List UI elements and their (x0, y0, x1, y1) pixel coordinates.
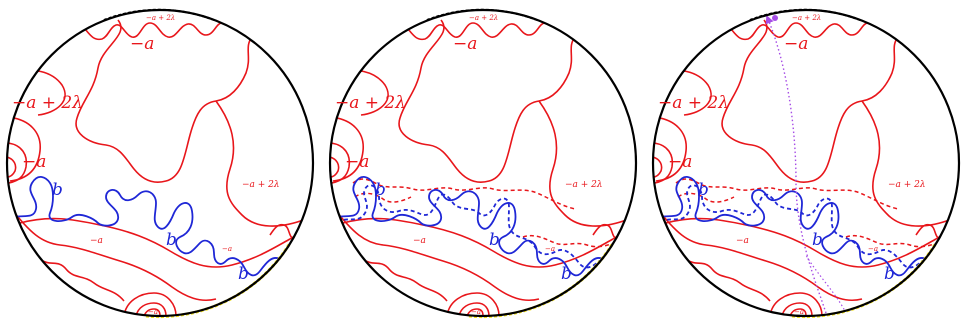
panel-3-purple-path-secondary (805, 254, 847, 314)
panel-3-label-neg-a-right-small: −a (868, 245, 878, 253)
panel-3-purple-path (765, 15, 827, 314)
panel-2-disk-boundary (328, 8, 638, 318)
panel-1-label-b-left: b (52, 180, 63, 200)
panel-3-label-neg-a-bottom: −a (794, 308, 804, 316)
panel-1-label-neg-a-left: −a (22, 152, 46, 172)
panel-2-label-neg-a-bottom: −a (471, 308, 481, 316)
panel-1-disk-boundary (5, 8, 315, 318)
panel-3-label-b-left: b (698, 180, 709, 200)
panel-3-label-b-mid: b (812, 230, 823, 250)
panel-3-label-neg-a-2lambda-right: −a + 2λ (888, 180, 926, 190)
panel-2-label-b-mid: b (489, 230, 500, 250)
panel-3-label-b-right: b (884, 264, 895, 284)
panel-1-label-neg-a-2lambda-left: −a + 2λ (12, 93, 83, 113)
panel-1-label-neg-a-top: −a (130, 34, 154, 54)
panel-3-disk-boundary (651, 8, 961, 318)
panel-2: −a −a + 2λ −a + 2λ −a −a + 2λ −a −a −a b… (328, 8, 638, 319)
panel-3-label-neg-a-mid: −a (736, 236, 749, 246)
panel-3-arrow-endpoint (772, 15, 778, 21)
panel-3: −a −a + 2λ −a + 2λ −a −a + 2λ −a −a −a b… (651, 8, 961, 319)
panel-1: −a −a + 2λ −a + 2λ −a −a + 2λ −a −a −a b… (5, 8, 315, 319)
panel-3-label-neg-a-left: −a (668, 152, 692, 172)
panel-2-label-neg-a-mid: −a (413, 236, 426, 246)
panel-2-label-neg-a-2lambda-tiny: −a + 2λ (469, 14, 498, 22)
panel-3-label-neg-a-top: −a (784, 34, 808, 54)
panel-2-label-neg-a-2lambda-right: −a + 2λ (565, 180, 603, 190)
panel-2-label-b-right: b (561, 264, 572, 284)
panel-1-label-b-right: b (238, 264, 249, 284)
panel-2-label-neg-a-top: −a (453, 34, 477, 54)
panel-2-label-b-left: b (375, 180, 386, 200)
panel-2-label-neg-a-2lambda-left: −a + 2λ (335, 93, 406, 113)
panel-1-label-neg-a-2lambda-tiny: −a + 2λ (146, 14, 175, 22)
panel-1-label-neg-a-mid: −a (90, 236, 103, 246)
panel-2-label-neg-a-left: −a (345, 152, 369, 172)
panel-1-label-b-mid: b (166, 230, 177, 250)
panel-3-label-neg-a-2lambda-tiny: −a + 2λ (792, 14, 821, 22)
panel-2-label-neg-a-right-small: −a (545, 245, 555, 253)
panel-3-label-neg-a-2lambda-left: −a + 2λ (658, 93, 729, 113)
panel-3-curves (653, 15, 957, 316)
panel-1-label-neg-a-bottom: −a (148, 308, 158, 316)
panel-1-label-neg-a-right-small: −a (222, 245, 232, 253)
panel-1-label-neg-a-2lambda-right: −a + 2λ (242, 180, 280, 190)
